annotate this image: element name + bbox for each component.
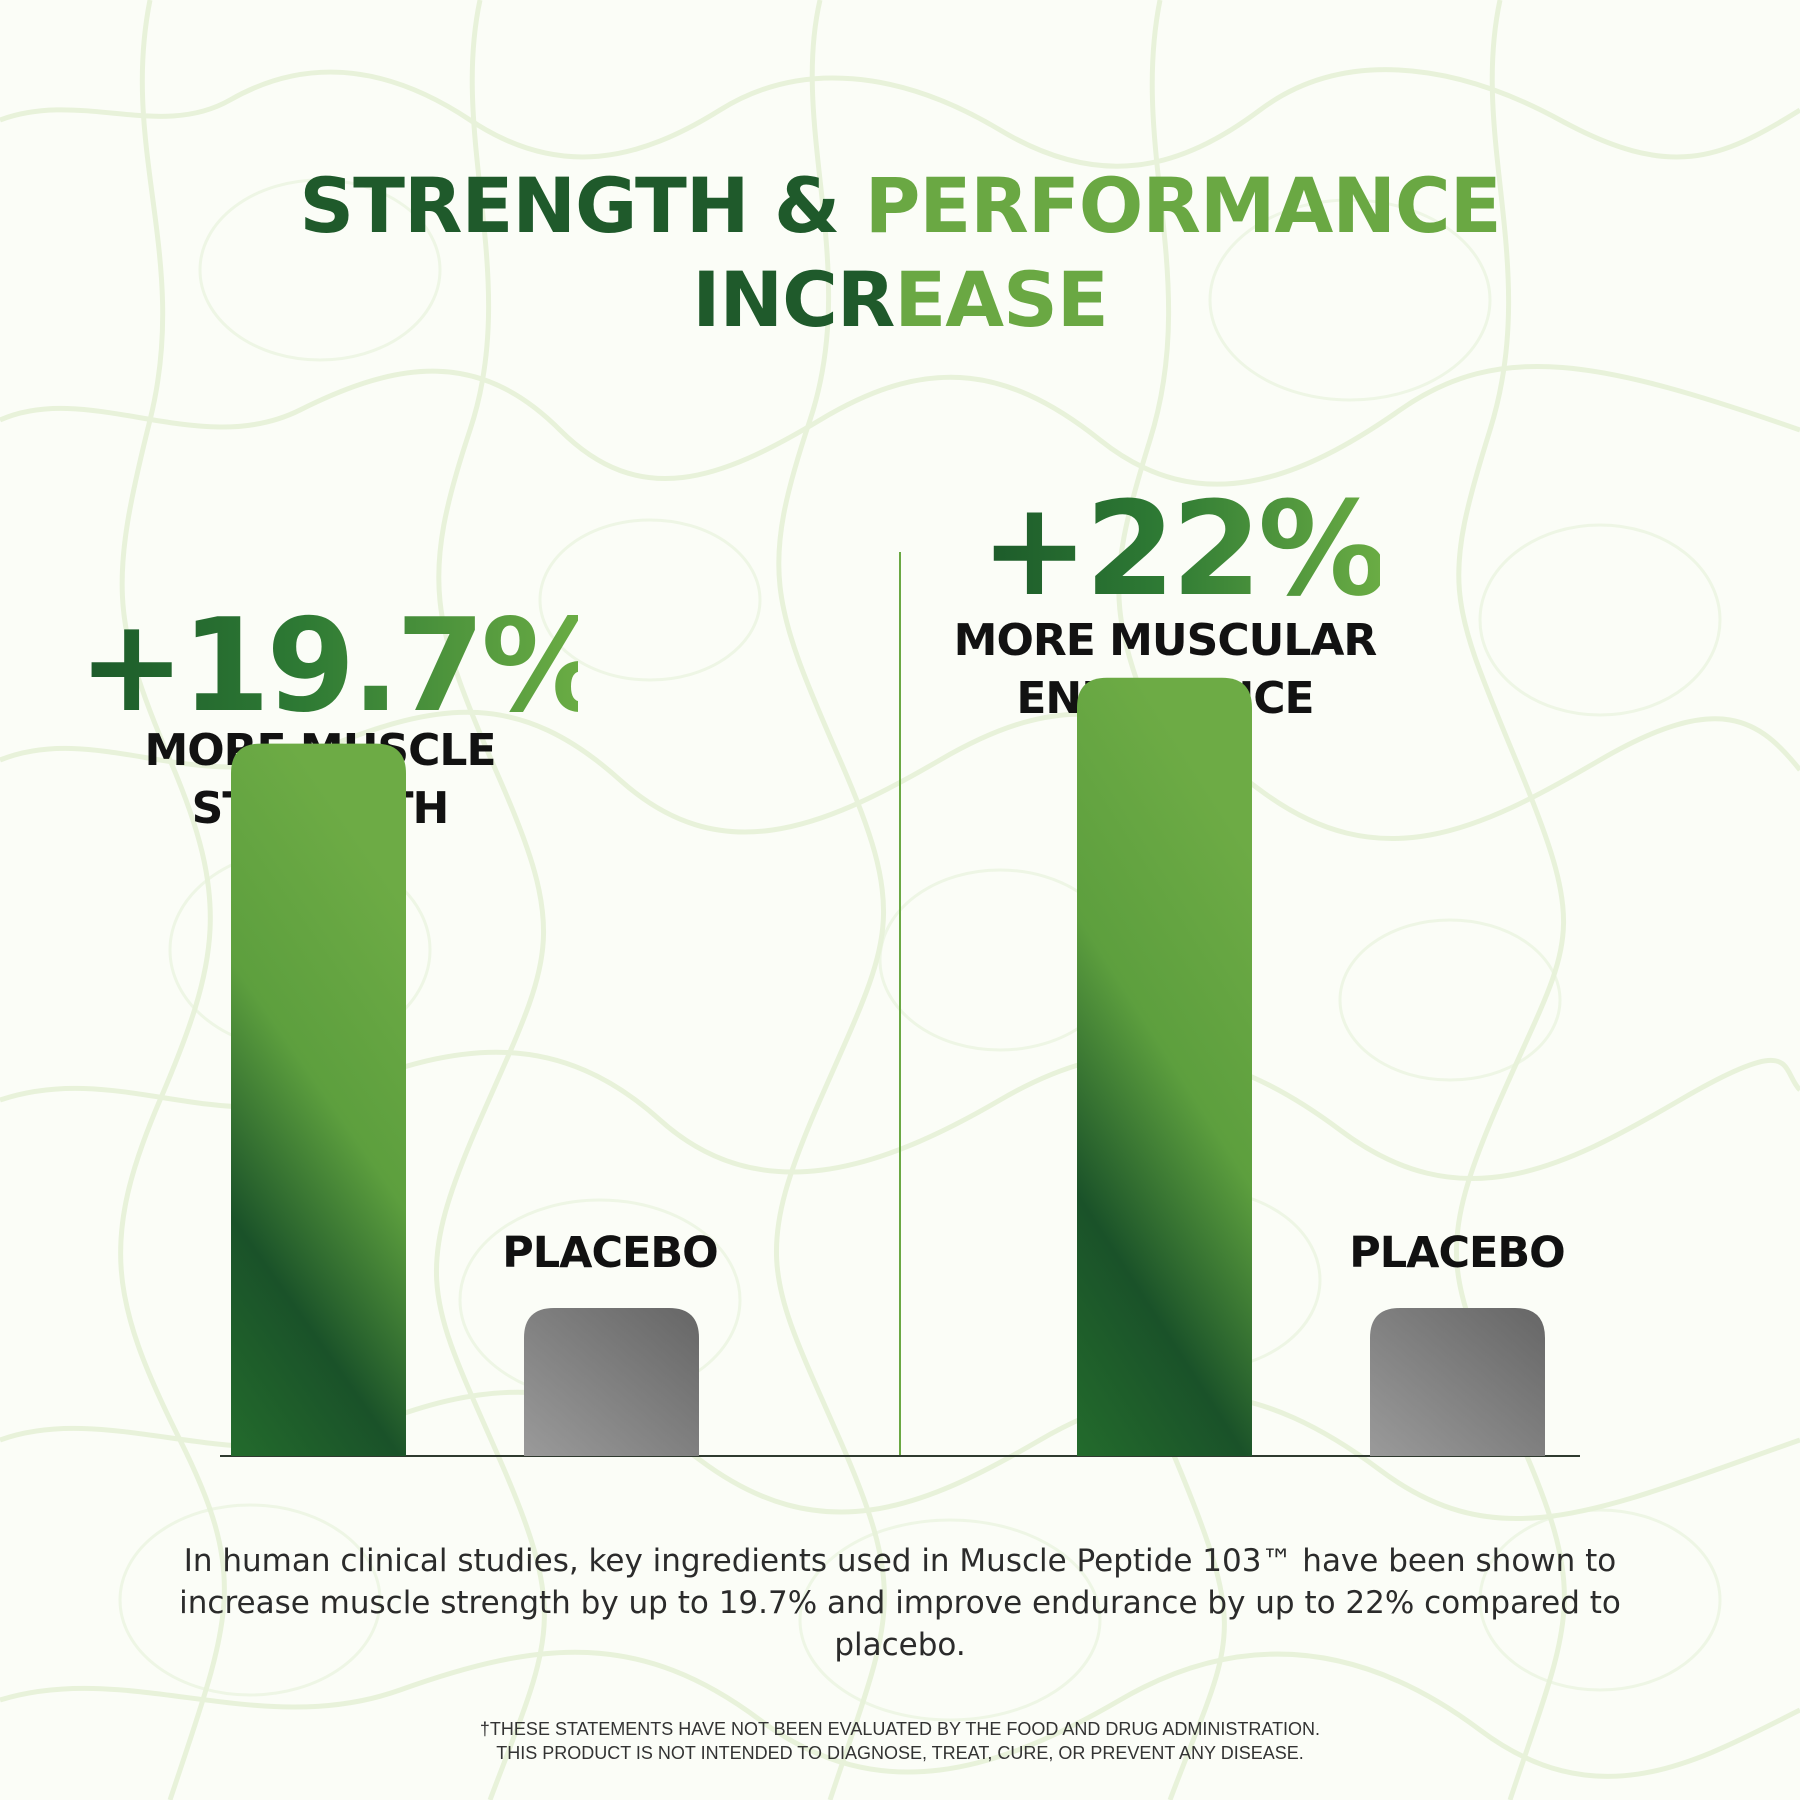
- strength-headline-percent: +19.7%: [78, 592, 609, 741]
- title-part-increase-2: EASE: [894, 255, 1108, 344]
- title-part-performance: PERFORMANCE: [864, 161, 1502, 250]
- chart-title-line-1: STRENGTH & PERFORMANCE: [0, 160, 1800, 252]
- disclaimer-line-2: THIS PRODUCT IS NOT INTENDED TO DIAGNOSE…: [496, 1743, 1304, 1763]
- study-description: In human clinical studies, key ingredien…: [179, 1543, 1621, 1663]
- chart-title-line-2: INCREASE: [0, 254, 1800, 346]
- endurance-placebo-bar: [1370, 1308, 1545, 1456]
- strength-treatment-bar: [231, 743, 406, 1456]
- title-part-strength: STRENGTH &: [299, 161, 865, 250]
- endurance-headline-percent: +22%: [980, 473, 1388, 625]
- fda-disclaimer: †THESE STATEMENTS HAVE NOT BEEN EVALUATE…: [200, 1717, 1600, 1765]
- title-part-increase-1: INCR: [692, 255, 895, 344]
- endurance-treatment-bar: [1077, 677, 1252, 1456]
- strength-placebo-bar: [524, 1308, 699, 1456]
- endurance-label-line-1: MORE MUSCULAR: [953, 615, 1378, 666]
- strength-placebo-label: PLACEBO: [502, 1228, 718, 1278]
- endurance-placebo-label: PLACEBO: [1349, 1228, 1565, 1278]
- disclaimer-line-1: †THESE STATEMENTS HAVE NOT BEEN EVALUATE…: [479, 1719, 1321, 1739]
